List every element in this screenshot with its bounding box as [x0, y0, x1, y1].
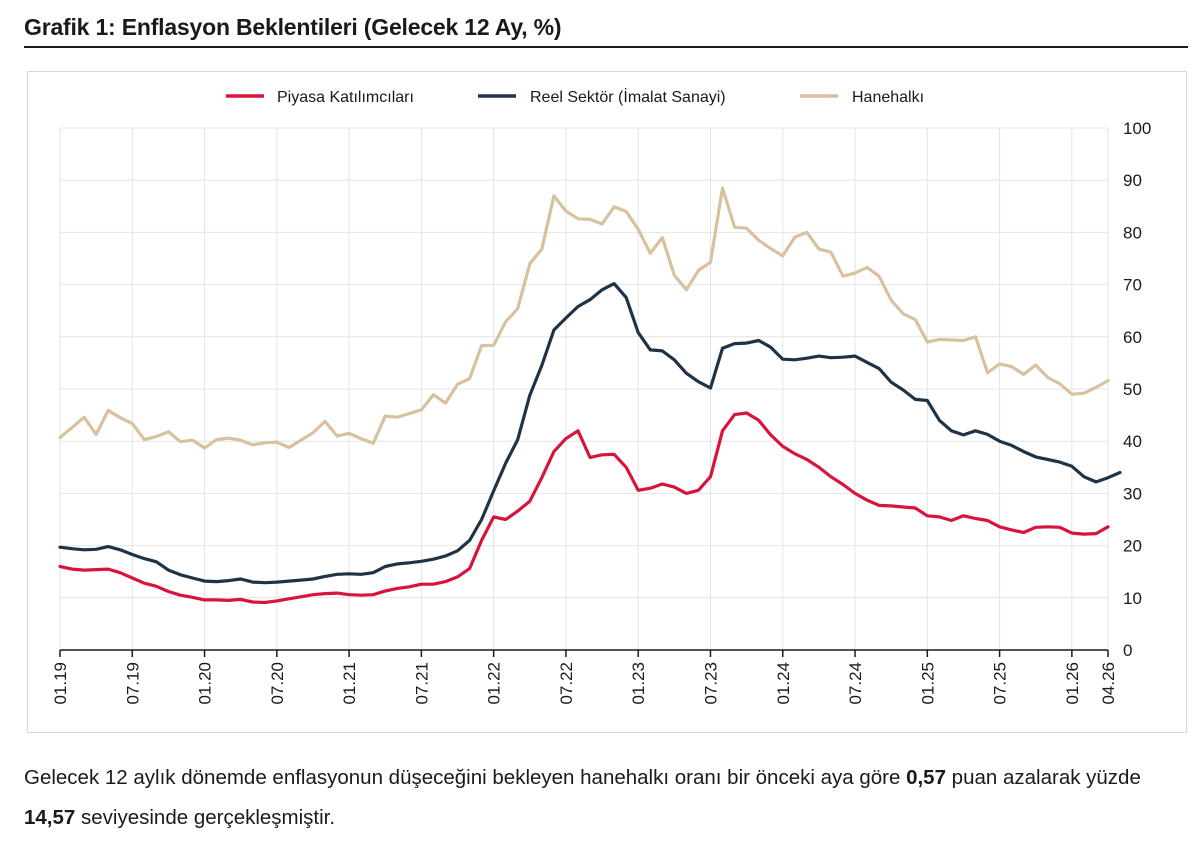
x-tick-label: 07.20: [268, 662, 287, 705]
x-tick-label: 04.26: [1099, 662, 1118, 705]
x-tick-label: 07.24: [846, 662, 865, 705]
x-tick-label: 07.21: [412, 662, 431, 705]
legend-label-0: Piyasa Katılımcıları: [277, 89, 414, 106]
line-chart: 0 10 20 30 40 50 60 70 80 90 100 01.19 07.19 01.20 07.…: [51, 87, 1151, 705]
caption-part-2: puan azalarak yüzde: [945, 766, 1141, 789]
x-tick-label: 01.25: [918, 662, 937, 705]
x-tick-label: 01.20: [196, 662, 215, 705]
x-tick-label: 01.24: [774, 662, 793, 705]
x-tick-label: 07.25: [991, 662, 1010, 705]
chart-frame: [27, 71, 1187, 733]
caption-part-3: seviyesinde gerçekleşmiştir.: [75, 806, 336, 829]
y-tick-label: 20: [1123, 537, 1142, 556]
chart-title: Grafik 1: Enflasyon Beklentileri (Gelece…: [24, 14, 562, 40]
series-line-1: [58, 282, 1122, 585]
legend-label-2: Hanehalkı: [852, 89, 924, 106]
axis-layer: 0 10 20 30 40 50 60 70 80 90 100 01.19 07.19 01.20 07.…: [51, 119, 1151, 705]
series-line-2: [58, 186, 1110, 450]
y-tick-label: 0: [1123, 641, 1132, 660]
y-tick-label: 70: [1123, 276, 1142, 295]
y-tick-label: 30: [1123, 484, 1142, 503]
grid-layer: [59, 127, 1109, 650]
y-tick-label: 80: [1123, 223, 1142, 242]
y-tick-label: 40: [1123, 432, 1142, 451]
y-tick-label: 90: [1123, 171, 1142, 190]
legend: Piyasa Katılımcıları Reel Sektör (İmalat …: [226, 87, 924, 106]
x-tick-label: 01.21: [340, 662, 359, 705]
y-tick-label: 50: [1123, 380, 1142, 399]
y-tick-label: 10: [1123, 589, 1142, 608]
y-tick-label: 100: [1123, 119, 1151, 138]
x-tick-label: 07.23: [701, 662, 720, 705]
legend-label-1: Reel Sektör (İmalat Sanayi): [530, 87, 726, 106]
title-rule: [24, 46, 1188, 48]
series-line-0: [58, 411, 1110, 605]
caption-part-1: Gelecek 12 aylık dönemde enflasyonun düş…: [24, 766, 907, 789]
x-tick-label: 01.19: [51, 662, 70, 705]
caption-bold-value-1: 0,57: [906, 766, 946, 789]
caption-bold-value-2: 14,57: [24, 806, 76, 829]
x-tick-label: 07.22: [557, 662, 576, 705]
x-tick-label: 01.26: [1063, 662, 1082, 705]
caption-text: Gelecek 12 aylık dönemde enflasyonun düş…: [24, 758, 1194, 838]
x-tick-label: 01.22: [485, 662, 504, 705]
series-layer: [58, 186, 1122, 605]
x-tick-label: 07.19: [123, 662, 142, 705]
y-tick-label: 60: [1123, 328, 1142, 347]
x-tick-label: 01.23: [629, 662, 648, 705]
